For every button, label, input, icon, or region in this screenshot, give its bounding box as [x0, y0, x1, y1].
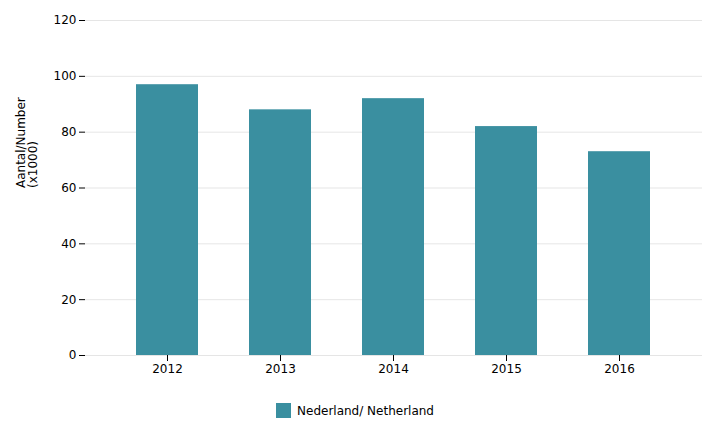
- svg-text:120: 120: [54, 13, 77, 27]
- svg-text:80: 80: [61, 125, 76, 139]
- svg-text:2013: 2013: [265, 362, 296, 376]
- svg-text:2012: 2012: [152, 362, 183, 376]
- svg-text:2015: 2015: [491, 362, 522, 376]
- html-text:Nederland/ Netherland: Nederland/ Netherland: [297, 403, 434, 418]
- svg-text:100: 100: [54, 69, 77, 83]
- svg-text:2016: 2016: [604, 362, 635, 376]
- svg-text:60: 60: [61, 181, 76, 195]
- svg-text:0: 0: [69, 348, 77, 362]
- svg-text:20: 20: [61, 293, 76, 307]
- svg-text:Aantal/Number(x1000): Aantal/Number(x1000): [14, 97, 40, 188]
- svg-text:2014: 2014: [378, 362, 409, 376]
- svg-text:40: 40: [61, 237, 76, 251]
